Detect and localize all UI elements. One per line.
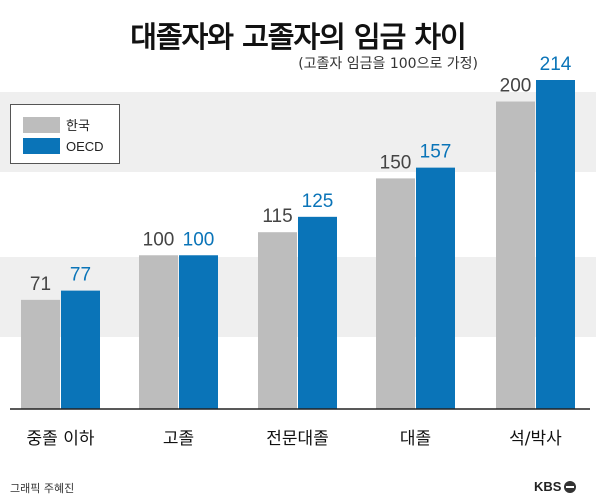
data-label-oecd-3: 157 [420, 142, 452, 163]
legend-swatch-korea [23, 116, 60, 133]
data-label-oecd-4: 214 [540, 54, 572, 75]
category-label-3: 대졸 [400, 429, 431, 449]
bar-korea-1 [139, 255, 178, 409]
chart-title: 대졸자와 고졸자의 임금 차이 [130, 20, 466, 54]
data-label-korea-4: 200 [500, 76, 532, 97]
bar-oecd-2 [298, 216, 337, 409]
chart-subtitle: (고졸자 임금을 100으로 가정) [298, 56, 478, 72]
bar-oecd-0 [61, 290, 100, 409]
bar-oecd-3 [416, 167, 455, 409]
legend-label-oecd: OECD [66, 138, 104, 154]
kbs-logo-icon [564, 480, 577, 493]
bar-oecd-1 [179, 255, 218, 409]
legend-swatch-oecd [23, 138, 60, 154]
data-label-oecd-1: 100 [183, 229, 215, 250]
data-label-oecd-0: 77 [70, 265, 91, 286]
data-label-korea-0: 71 [30, 274, 51, 295]
category-label-4: 석/박사 [509, 429, 562, 449]
legend: 한국 OECD [10, 104, 120, 164]
data-label-korea-3: 150 [380, 152, 412, 173]
graphic-credit: 그래픽 주혜진 [10, 482, 75, 495]
bar-korea-0 [21, 299, 60, 409]
kbs-logo: KBS [534, 479, 577, 494]
bar-oecd-4 [536, 80, 575, 409]
data-label-korea-1: 100 [143, 229, 175, 250]
category-label-0: 중졸 이하 [27, 429, 95, 449]
bar-korea-2 [258, 232, 297, 409]
legend-item-oecd: OECD [23, 138, 104, 154]
legend-item-korea: 한국 [23, 115, 90, 134]
bar-korea-3 [376, 178, 415, 409]
data-label-oecd-2: 125 [302, 191, 334, 212]
legend-label-korea: 한국 [66, 118, 90, 133]
category-label-1: 고졸 [163, 429, 194, 449]
kbs-logo-text: KBS [534, 479, 562, 494]
data-label-korea-2: 115 [262, 206, 292, 227]
bar-korea-4 [496, 101, 535, 409]
category-label-2: 전문대졸 [266, 429, 329, 449]
